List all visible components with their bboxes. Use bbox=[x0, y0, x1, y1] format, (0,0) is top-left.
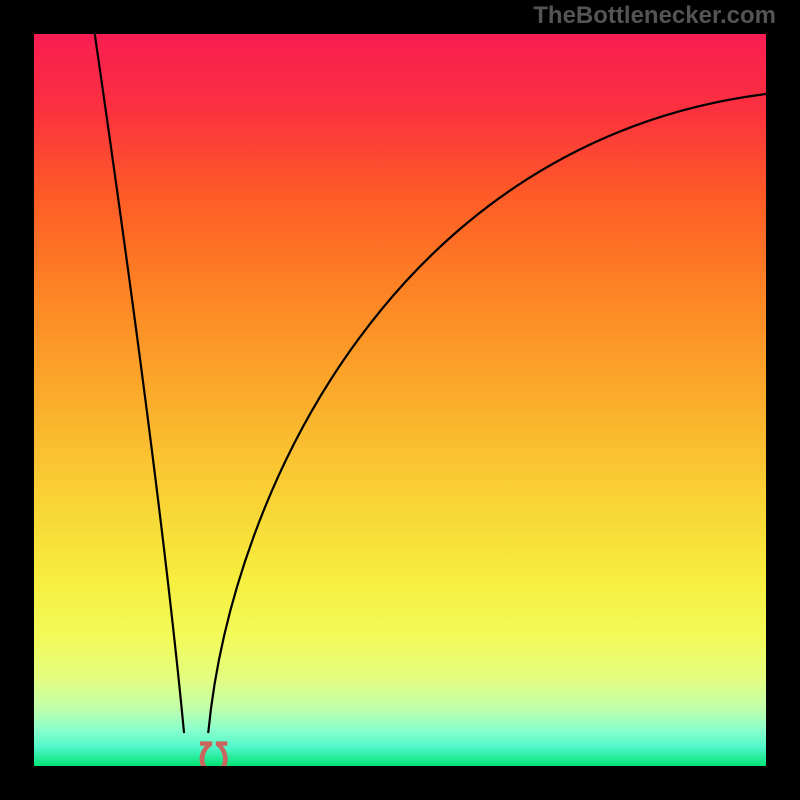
bottleneck-curve bbox=[34, 34, 766, 766]
chart-frame: ᘮ bbox=[30, 30, 770, 770]
plot-area: ᘮ bbox=[34, 34, 766, 766]
curve-left-branch bbox=[95, 34, 184, 733]
watermark-label: TheBottlenecker.com bbox=[533, 2, 776, 30]
sweet-spot-marker: ᘮ bbox=[198, 738, 228, 766]
curve-right-branch bbox=[208, 94, 766, 733]
